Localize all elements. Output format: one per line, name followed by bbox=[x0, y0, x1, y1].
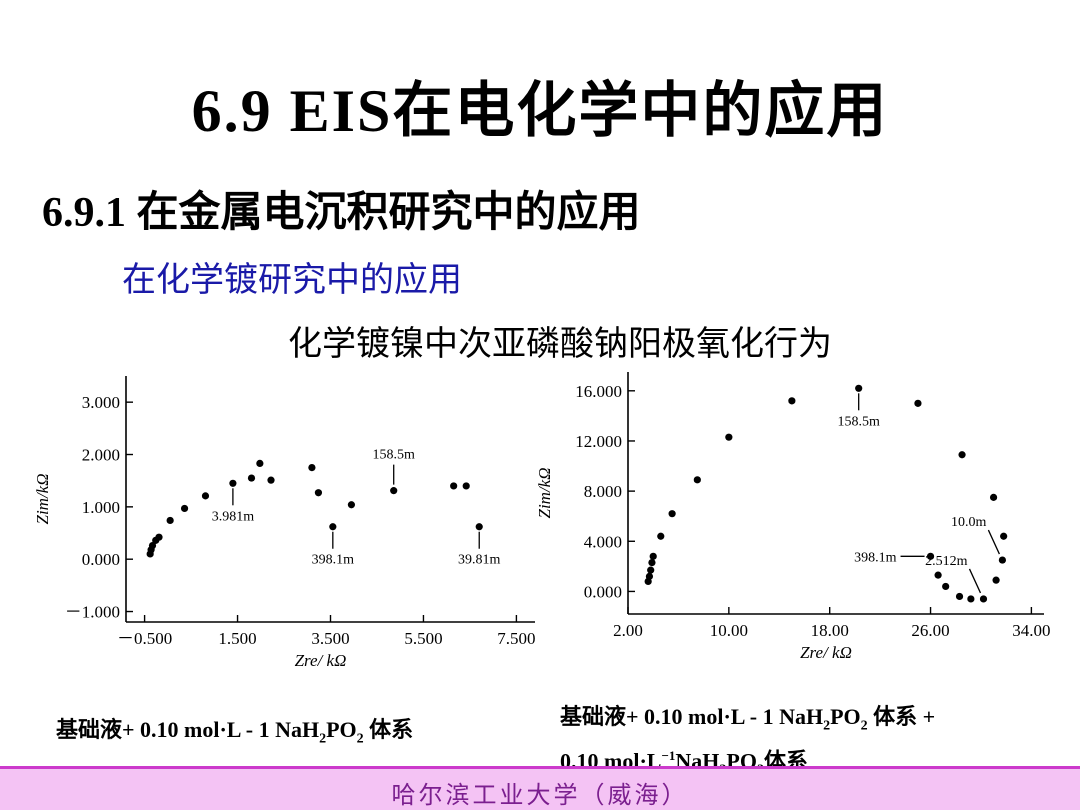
left-chart-x-tick-label: －0.500 bbox=[117, 629, 172, 648]
right-chart-data-point bbox=[958, 451, 966, 459]
right-chart-data-point bbox=[926, 552, 935, 560]
left-chart-annotation-label: 3.981m bbox=[212, 509, 255, 524]
right-chart-y-tick-label: 4.000 bbox=[584, 532, 622, 551]
right-chart-data-point bbox=[648, 558, 656, 567]
right-chart-data-point bbox=[942, 582, 950, 591]
right-chart-data-point bbox=[992, 576, 1000, 584]
right-chart-data-point bbox=[649, 552, 657, 560]
left-chart-x-tick-label: 7.500 bbox=[497, 629, 535, 648]
right-chart-annotation-label: 158.5m bbox=[837, 414, 880, 429]
left-chart-annotation-label: 158.5m bbox=[373, 448, 416, 463]
right-chart-data-point bbox=[979, 595, 988, 603]
left-chart-data-point bbox=[201, 492, 210, 500]
right-chart-y-tick-label: 8.000 bbox=[584, 482, 622, 501]
right-chart-data-point bbox=[934, 571, 942, 579]
left-chart-y-tick-label: －1.000 bbox=[65, 603, 120, 622]
right-chart-data-point bbox=[967, 595, 975, 603]
right-chart-annotation-label: 398.1m bbox=[854, 550, 897, 565]
chart-heading: 化学镀镍中次亚磷酸钠阳极氧化行为 bbox=[288, 324, 832, 364]
right-chart-x-tick-label: 2.00 bbox=[613, 621, 643, 640]
left-chart-data-point bbox=[347, 501, 356, 509]
left-chart-x-tick-label: 5.500 bbox=[404, 629, 442, 648]
left-chart-data-point bbox=[308, 463, 316, 472]
left-chart-data-point bbox=[180, 504, 189, 513]
left-chart-data-point bbox=[314, 489, 323, 497]
right-chart-data-point bbox=[647, 566, 655, 574]
right-chart-data-point bbox=[955, 592, 964, 601]
right-chart-data-point bbox=[989, 493, 998, 501]
left-chart-data-point bbox=[247, 474, 256, 482]
right-chart-y-tick-label: 16.000 bbox=[575, 382, 622, 401]
right-chart-data-point bbox=[1000, 532, 1008, 540]
left-chart-data-point bbox=[166, 516, 174, 525]
left-chart-y-tick-label: 1.000 bbox=[82, 498, 120, 517]
right-chart-y-tick-label: 12.000 bbox=[575, 432, 622, 451]
left-nyquist-chart: 3.000 2.000 1.000 0.000 －1.000 －0.500 1.500 3.5… bbox=[33, 376, 536, 670]
left-chart-y-tick-label: 3.000 bbox=[82, 393, 120, 412]
right-nyquist-chart: 16.000 12.000 8.000 4.000 0.000 2.00 10.00 18.0… bbox=[535, 372, 1051, 662]
right-chart-x-tick-label: 26.00 bbox=[911, 621, 949, 640]
left-chart-data-point bbox=[148, 541, 157, 550]
left-chart-data-point bbox=[256, 459, 264, 468]
right-chart-data-point bbox=[914, 399, 922, 407]
left-chart-data-point bbox=[390, 487, 398, 495]
right-chart-data-point bbox=[657, 532, 665, 540]
left-chart-y-axis-label: Zim/kΩ bbox=[33, 473, 52, 524]
right-chart-data-point bbox=[668, 510, 676, 518]
left-chart-data-point bbox=[229, 479, 237, 487]
left-chart-y-tick-label: 2.000 bbox=[82, 446, 120, 465]
right-chart-y-axis-label: Zim/kΩ bbox=[535, 467, 554, 518]
right-chart-annotation-label: 2.512m bbox=[925, 554, 968, 569]
left-chart-data-point bbox=[450, 482, 458, 490]
right-chart-annotation-label: 10.0m bbox=[951, 515, 987, 530]
right-chart-data-point bbox=[645, 572, 654, 580]
left-caption: 基础液+ 0.10 mol·L - 1 NaH2PO2 体系 bbox=[56, 717, 414, 747]
footer-bar: 哈尔滨工业大学（威海） bbox=[0, 766, 1080, 810]
right-chart-x-tick-label: 10.00 bbox=[710, 621, 748, 640]
slide-title: 6.9 EIS在电化学中的应用 bbox=[191, 78, 889, 144]
left-chart-x-tick-label: 1.500 bbox=[218, 629, 256, 648]
left-chart-data-point bbox=[475, 523, 483, 531]
right-chart-y-tick-label: 0.000 bbox=[584, 582, 622, 601]
left-chart-y-tick-label: 0.000 bbox=[82, 550, 120, 569]
right-chart-data-point bbox=[693, 476, 701, 484]
right-chart-x-tick-label: 34.00 bbox=[1012, 621, 1050, 640]
slide-subtitle: 6.9.1 在金属电沉积研究中的应用 bbox=[42, 190, 641, 236]
right-chart-data-point bbox=[725, 433, 733, 441]
left-chart-annotation-label: 39.81m bbox=[458, 553, 501, 568]
right-chart-data-point bbox=[855, 384, 863, 392]
left-chart-x-axis-label: Zre/ kΩ bbox=[295, 651, 347, 670]
left-chart-annotation-label: 398.1m bbox=[312, 553, 355, 568]
left-chart-data-point bbox=[267, 476, 275, 484]
left-chart-data-point bbox=[462, 482, 470, 490]
right-chart-annotation-leader bbox=[987, 529, 1000, 555]
right-chart-data-point bbox=[788, 397, 796, 405]
right-chart-data-point bbox=[998, 556, 1006, 564]
right-chart-annotation-leader bbox=[968, 568, 982, 594]
right-chart-x-tick-label: 18.00 bbox=[811, 621, 849, 640]
section-heading: 在化学镀研究中的应用 bbox=[122, 260, 462, 300]
footer-text: 哈尔滨工业大学（威海） bbox=[391, 781, 689, 809]
left-chart-x-tick-label: 3.500 bbox=[311, 629, 349, 648]
left-chart-data-point bbox=[155, 533, 163, 541]
right-chart-x-axis-label: Zre/ kΩ bbox=[800, 643, 852, 662]
left-chart-data-point bbox=[329, 523, 337, 531]
